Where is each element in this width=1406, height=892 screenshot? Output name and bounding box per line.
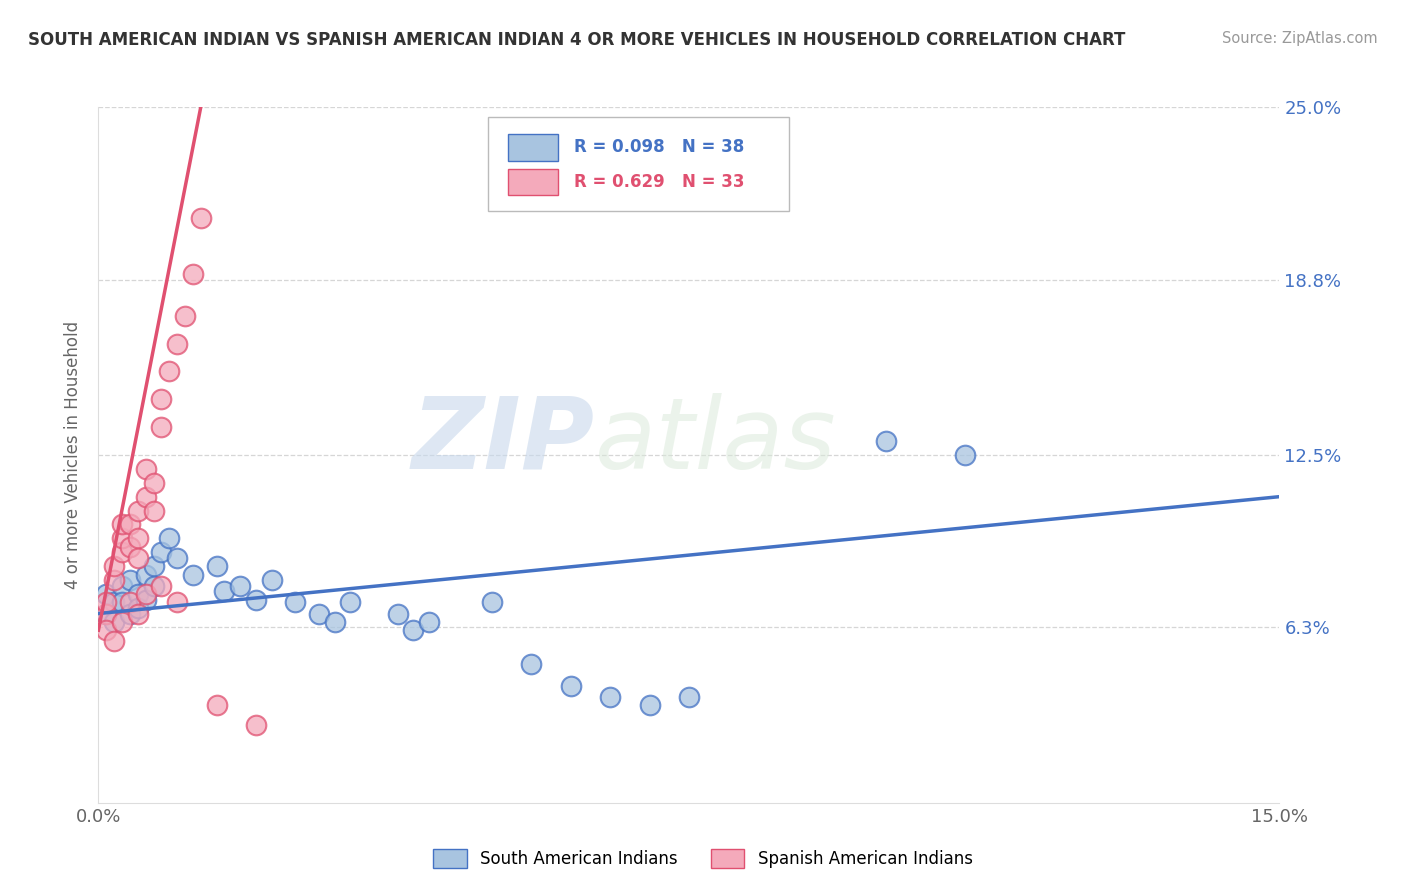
Point (150, 579, 173, 593)
Point (402, 624, 425, 638)
Point (96, 607, 118, 621)
Point (387, 607, 409, 621)
Point (174, 309, 197, 323)
Point (96, 624, 118, 638)
Point (118, 607, 141, 621)
Point (118, 517, 141, 532)
Text: R = 0.629   N = 33: R = 0.629 N = 33 (575, 173, 745, 191)
Bar (508, 134, 558, 161)
Point (96, 607, 118, 621)
Point (181, 267, 204, 281)
Point (678, 690, 700, 704)
Point (127, 532, 149, 546)
Point (205, 698, 228, 713)
Point (118, 573, 141, 587)
Point (245, 718, 267, 732)
Point (599, 690, 621, 704)
Bar (508, 169, 558, 195)
Point (150, 392, 173, 407)
Text: R = 0.098   N = 38: R = 0.098 N = 38 (575, 138, 745, 156)
Point (127, 503, 149, 517)
Point (323, 615, 346, 629)
Point (127, 601, 149, 615)
Point (96, 587, 118, 601)
Text: SOUTH AMERICAN INDIAN VS SPANISH AMERICAN INDIAN 4 OR MORE VEHICLES IN HOUSEHOLD: SOUTH AMERICAN INDIAN VS SPANISH AMERICA… (28, 31, 1125, 49)
Point (111, 595, 134, 609)
Point (111, 532, 134, 546)
Point (135, 587, 157, 601)
Point (190, 211, 212, 226)
Point (142, 503, 165, 517)
Text: atlas: atlas (595, 392, 837, 490)
Point (142, 579, 165, 593)
Point (481, 595, 503, 609)
Point (142, 559, 165, 574)
Point (127, 587, 149, 601)
Point (284, 595, 307, 609)
Point (118, 540, 141, 554)
Point (103, 595, 125, 609)
Point (111, 615, 134, 629)
Point (96, 595, 118, 609)
Point (638, 698, 661, 713)
Point (953, 448, 976, 462)
Point (520, 657, 543, 671)
Point (127, 550, 149, 565)
Point (157, 532, 180, 546)
Point (229, 579, 252, 593)
Point (245, 592, 267, 607)
FancyBboxPatch shape (488, 118, 789, 211)
Point (166, 336, 188, 351)
Y-axis label: 4 or more Vehicles in Household: 4 or more Vehicles in Household (65, 321, 83, 589)
Point (166, 550, 188, 565)
Point (166, 595, 188, 609)
Point (118, 595, 141, 609)
Point (135, 490, 157, 504)
Point (157, 364, 180, 378)
Point (560, 679, 582, 693)
Point (205, 559, 228, 574)
Point (127, 607, 149, 621)
Point (418, 615, 440, 629)
Point (339, 595, 361, 609)
Point (150, 545, 173, 559)
Text: ZIP: ZIP (412, 392, 595, 490)
Point (150, 420, 173, 434)
Point (181, 567, 204, 582)
Point (135, 592, 157, 607)
Point (142, 475, 165, 490)
Point (111, 545, 134, 559)
Point (103, 615, 125, 629)
Point (103, 573, 125, 587)
Legend: South American Indians, Spanish American Indians: South American Indians, Spanish American… (426, 843, 980, 875)
Point (103, 634, 125, 648)
Point (135, 567, 157, 582)
Point (308, 607, 330, 621)
Point (135, 462, 157, 476)
Point (260, 573, 283, 587)
Text: Source: ZipAtlas.com: Source: ZipAtlas.com (1222, 31, 1378, 46)
Point (103, 559, 125, 574)
Point (111, 579, 134, 593)
Point (214, 584, 236, 599)
Point (875, 434, 897, 448)
Point (111, 517, 134, 532)
